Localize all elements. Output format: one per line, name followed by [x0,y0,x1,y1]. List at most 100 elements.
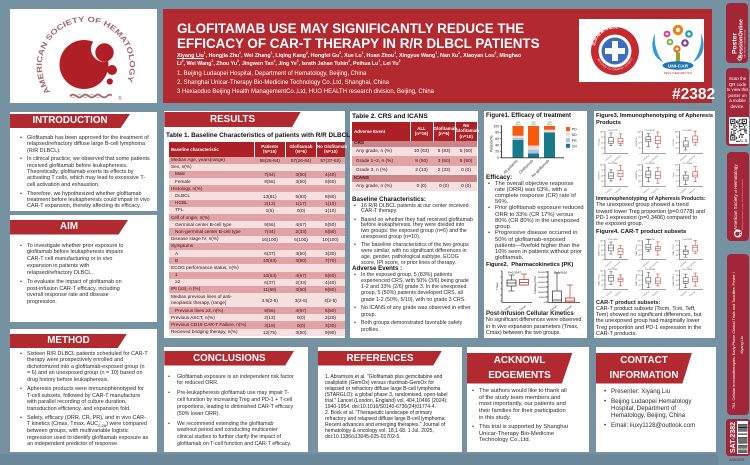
svg-text:Treg: Treg [672,173,675,178]
svg-text:Glofitamab: Glofitamab [545,304,558,310]
svg-text:25: 25 [676,255,679,257]
svg-text:0: 0 [639,290,641,292]
svg-text:75: 75 [601,245,604,247]
svg-text:50: 50 [676,250,679,252]
svg-text:100: 100 [637,241,641,243]
svg-text:75: 75 [638,170,641,172]
svg-text:75: 75 [676,245,679,247]
svg-text:50: 50 [601,143,604,145]
svg-text:100: 100 [493,124,499,128]
svg-text:75: 75 [676,275,679,277]
svg-text:Glofitamab: Glofitamab [679,260,687,268]
svg-text:SAT-2382: SAT-2382 [730,422,737,453]
svg-text:Poster: Poster [732,32,739,54]
svg-text:%CD8/Ty: %CD8/Ty [636,170,638,180]
svg-text:25: 25 [601,181,604,183]
svg-text:0: 0 [602,260,604,262]
svg-text:0: 0 [677,187,679,189]
svg-text:PR: PR [572,139,577,143]
svg-text:No Glofitamab: No Glofitamab [686,154,696,163]
svg-text:Glofitamab: Glofitamab [642,290,650,296]
svg-text:250000: 250000 [538,277,546,279]
svg-text:50: 50 [601,250,604,252]
svg-text:25: 25 [638,181,641,183]
svg-text:No Glofitamab: No Glofitamab [611,187,621,193]
svg-text:CAR-T/PD-1: CAR-T/PD-1 [672,273,675,286]
svg-text:No Glofitamab: No Glofitamab [611,154,621,163]
svg-text:Glofitamab: Glofitamab [679,290,687,296]
svg-text:50: 50 [601,280,604,282]
svg-text:Glofitamab: Glofitamab [604,290,612,296]
svg-text:50: 50 [601,176,604,178]
svg-text:0: 0 [677,290,679,292]
svg-text:20: 20 [495,150,499,154]
svg-text:100: 100 [675,165,679,167]
svg-text:P=0.4248: P=0.4248 [645,269,655,271]
svg-text:P=0.3116: P=0.3116 [683,239,693,241]
svg-text:UNI-CAR: UNI-CAR [668,64,689,70]
svg-text:Copies/μg DNA: Copies/μg DNA [533,276,537,294]
svg-text:P=0.3150: P=0.3150 [645,130,655,132]
svg-text:0: 0 [677,260,679,262]
svg-text:%CD4/Tn: %CD4/Tn [636,137,638,147]
svg-text:SD: SD [572,133,577,137]
svg-text:P=0.3456: P=0.3456 [683,269,693,271]
svg-text:60: 60 [495,137,499,141]
svg-text:P=0.3400: P=0.3400 [645,163,655,165]
svg-text:100: 100 [637,271,641,273]
svg-text:40: 40 [495,143,499,147]
svg-text:P=0.3300: P=0.3300 [608,163,618,165]
svg-text:ORR: ORR [547,122,552,124]
svg-text:100: 100 [600,271,604,273]
svg-text:150000: 150000 [538,287,546,289]
svg-text:ORR: ORR [531,122,536,124]
svg-text:No Glofitamab: No Glofitamab [649,187,659,193]
svg-text:Glofitamab: Glofitamab [499,304,512,310]
svg-text:0: 0 [544,302,546,304]
svg-text:(63%): (63%) [515,124,520,126]
svg-text:Glofitamab: Glofitamab [642,154,650,162]
svg-text:50: 50 [638,176,641,178]
svg-text:75: 75 [601,275,604,277]
svg-text:American Society of Hematology: American Society of Hematology [733,164,738,230]
svg-text:50: 50 [676,176,679,178]
svg-text:Helping hematologists conquer: Helping hematologists conquer blood dise… [741,178,744,230]
svg-text:75: 75 [638,137,641,139]
svg-text:75: 75 [601,170,604,172]
svg-text:No Glofitamab: No Glofitamab [557,304,573,310]
svg-text:No Glofitamab: No Glofitamab [649,154,659,163]
svg-text:0: 0 [639,154,641,156]
svg-text:Xiyang Liu: Xiyang Liu [740,336,744,354]
svg-text:%LTN/Ts: %LTN/Ts [599,170,601,180]
svg-text:P=0.0778: P=0.0778 [608,130,618,132]
svg-text:No Glofitamab: No Glofitamab [611,290,621,296]
svg-text:Glofitamab: Glofitamab [642,260,650,268]
svg-text:80: 80 [495,131,499,135]
svg-text:100: 100 [600,241,604,243]
svg-text:50: 50 [638,143,641,145]
svg-text:ORR: ORR [516,122,521,124]
svg-text:25: 25 [676,285,679,287]
svg-text:SessionOnline: SessionOnline [739,19,745,58]
svg-text:Glofitamab: Glofitamab [518,159,534,175]
svg-text:No Glofitamab: No Glofitamab [686,290,696,296]
svg-text:25: 25 [638,285,641,287]
svg-text:Glofitamab: Glofitamab [642,187,650,193]
svg-text:(33%): (33%) [531,124,536,126]
svg-text:75: 75 [676,137,679,139]
svg-text:%Treg: %Treg [598,139,601,146]
svg-text:100: 100 [637,132,641,134]
svg-text:75: 75 [638,275,641,277]
svg-text:CAR-T/Tem: CAR-T/Tem [598,274,601,286]
svg-text:P=0.3406: P=0.3406 [683,163,693,165]
svg-text:CAR-T/Tcm: CAR-T/Tcm [635,244,638,255]
svg-text:No Glofitamab: No Glofitamab [611,260,621,269]
svg-text:Glofitamab: Glofitamab [604,260,612,268]
svg-text:100: 100 [675,132,679,134]
svg-text:100: 100 [600,132,604,134]
svg-text:300000: 300000 [538,272,546,274]
svg-text:100: 100 [637,165,641,167]
svg-text:Glofitamab: Glofitamab [679,154,687,162]
svg-text:25: 25 [601,255,604,257]
svg-text:No Glofitamab: No Glofitamab [686,260,696,269]
